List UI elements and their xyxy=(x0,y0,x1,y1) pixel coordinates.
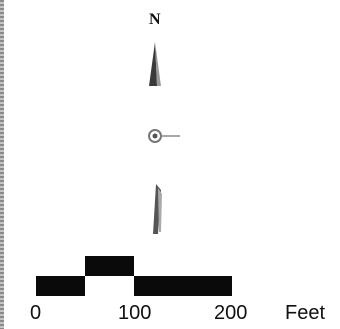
scale-tick-label: 200 xyxy=(214,302,248,324)
left-border-rule xyxy=(0,0,4,329)
scale-bar xyxy=(36,256,232,296)
north-arrow-icon xyxy=(148,42,180,234)
north-label: N xyxy=(149,11,161,28)
scale-segment xyxy=(36,276,85,296)
scale-segment xyxy=(134,276,232,296)
scale-segment xyxy=(85,256,134,276)
scale-tick-label: 0 xyxy=(30,302,42,324)
scale-tick-label: 100 xyxy=(118,302,152,324)
scale-unit-label: Feet xyxy=(285,302,326,324)
